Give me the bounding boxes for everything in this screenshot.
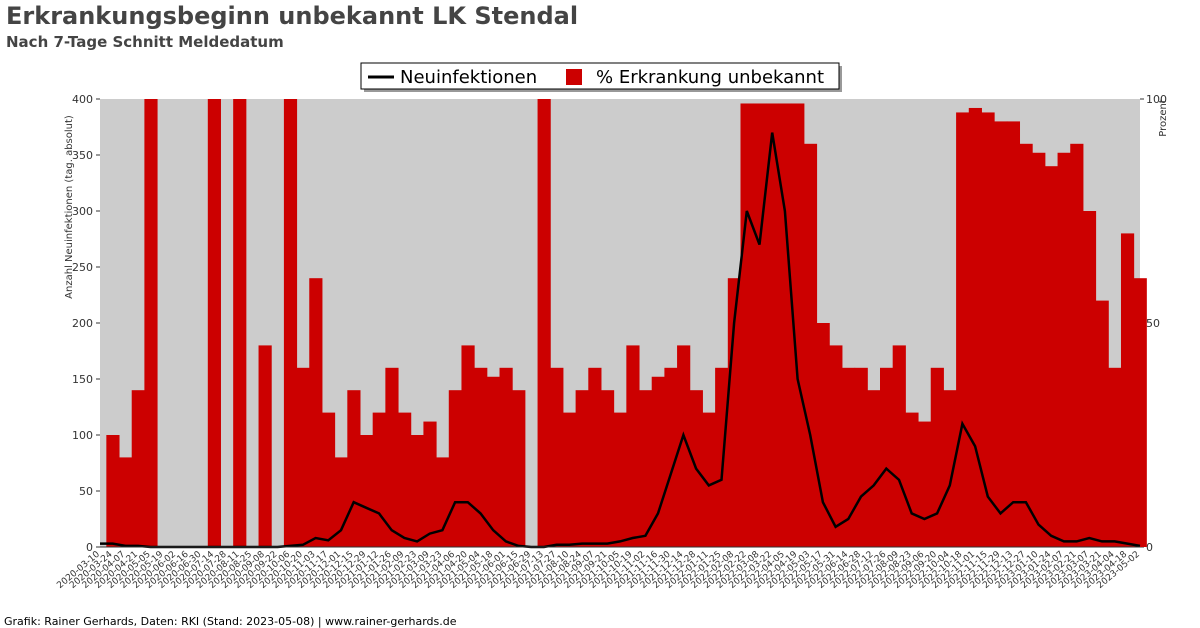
- bar: [613, 412, 627, 547]
- y-tick-label: 150: [72, 373, 93, 386]
- bar: [360, 435, 374, 547]
- bar: [486, 376, 501, 547]
- bar: [791, 103, 805, 547]
- y-tick-label: 400: [72, 93, 93, 106]
- bar: [385, 367, 399, 547]
- bar: [537, 99, 551, 547]
- y-axis-label: Anzahl Neuinfektionen (tag. absolut): [64, 115, 75, 299]
- y-tick-label: 50: [79, 485, 93, 498]
- bar: [131, 390, 145, 547]
- bar: [841, 367, 856, 547]
- bar: [715, 367, 729, 547]
- chart-title: Erkrankungsbeginn unbekannt LK Stendal: [6, 2, 578, 30]
- bar: [918, 421, 932, 547]
- y2-tick-label: 100: [1146, 93, 1167, 106]
- bar: [309, 278, 323, 547]
- legend-box: [360, 62, 840, 90]
- y-tick-label: 100: [72, 429, 93, 442]
- bar: [892, 345, 906, 547]
- bar: [600, 390, 615, 547]
- chart-subtitle: Nach 7-Tage Schnitt Meldedatum: [6, 33, 284, 51]
- bar: [981, 112, 995, 547]
- bar: [677, 345, 691, 547]
- bar: [1070, 143, 1084, 548]
- y-tick-label: 250: [72, 261, 93, 274]
- bar: [233, 99, 247, 547]
- bar: [119, 457, 133, 547]
- bar: [461, 345, 475, 547]
- y2-tick-label: 0: [1146, 541, 1153, 554]
- y2-axis-label: Prozent: [1158, 99, 1169, 137]
- bar: [968, 107, 982, 548]
- bar: [956, 112, 970, 547]
- bar: [283, 99, 298, 547]
- bar: [803, 143, 818, 548]
- bar: [347, 390, 361, 547]
- bar: [1095, 300, 1109, 547]
- bar: [499, 367, 513, 547]
- bar: [702, 412, 716, 547]
- legend-label: Neuinfektionen: [400, 67, 537, 88]
- bar: [664, 367, 678, 547]
- y-tick-label: 200: [72, 317, 93, 330]
- bar: [448, 390, 462, 547]
- bar: [1044, 166, 1059, 547]
- bar: [880, 367, 894, 547]
- bar: [626, 345, 640, 547]
- bar: [1108, 367, 1122, 547]
- bar: [930, 367, 944, 547]
- y2-tick-label: 50: [1146, 317, 1160, 330]
- bar: [740, 103, 754, 547]
- y-tick-label: 300: [72, 205, 93, 218]
- bar: [423, 421, 437, 547]
- bar: [410, 435, 424, 547]
- bar: [436, 457, 450, 547]
- bar: [474, 367, 488, 547]
- y-tick-label: 350: [72, 149, 93, 162]
- legend-swatch: [566, 69, 582, 85]
- bar: [867, 390, 881, 547]
- bar: [1120, 233, 1135, 547]
- bar: [1019, 143, 1033, 548]
- bar: [258, 345, 272, 547]
- bar: [905, 412, 919, 547]
- bar: [588, 367, 602, 547]
- bar: [753, 103, 767, 547]
- bar: [296, 367, 310, 547]
- bar: [372, 412, 386, 547]
- bar: [1006, 121, 1021, 548]
- bar: [398, 412, 412, 547]
- bar: [106, 435, 120, 547]
- bar: [639, 390, 653, 547]
- bar: [1133, 278, 1147, 547]
- bar: [207, 99, 221, 547]
- bar: [321, 412, 336, 547]
- bar: [550, 367, 564, 547]
- bar: [765, 103, 780, 547]
- bar: [144, 99, 158, 547]
- bar: [829, 345, 843, 547]
- bar: [575, 390, 589, 547]
- y-tick-label: 0: [86, 541, 93, 554]
- bar: [943, 390, 957, 547]
- legend-label: % Erkrankung unbekannt: [596, 67, 824, 88]
- bar: [1032, 152, 1046, 547]
- bar: [562, 412, 577, 547]
- bar: [1082, 211, 1097, 547]
- bar: [1057, 152, 1071, 547]
- bar: [512, 390, 526, 547]
- legend: Neuinfektionen % Erkrankung unbekannt: [360, 62, 842, 92]
- bar: [778, 103, 792, 547]
- bar: [994, 121, 1008, 548]
- bar: [854, 367, 868, 547]
- footer: Grafik: Rainer Gerhards, Daten: RKI (Sta…: [4, 615, 457, 628]
